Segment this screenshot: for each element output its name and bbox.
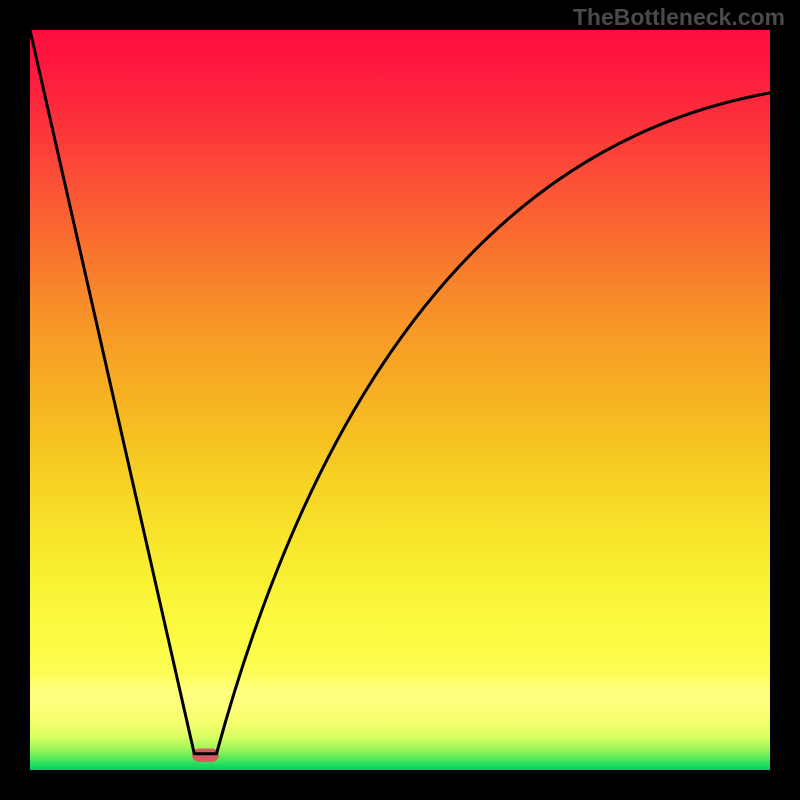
chart-container: TheBottleneck.com xyxy=(0,0,800,800)
bottleneck-chart xyxy=(0,0,800,800)
watermark-text: TheBottleneck.com xyxy=(573,4,785,31)
chart-background xyxy=(30,30,770,770)
